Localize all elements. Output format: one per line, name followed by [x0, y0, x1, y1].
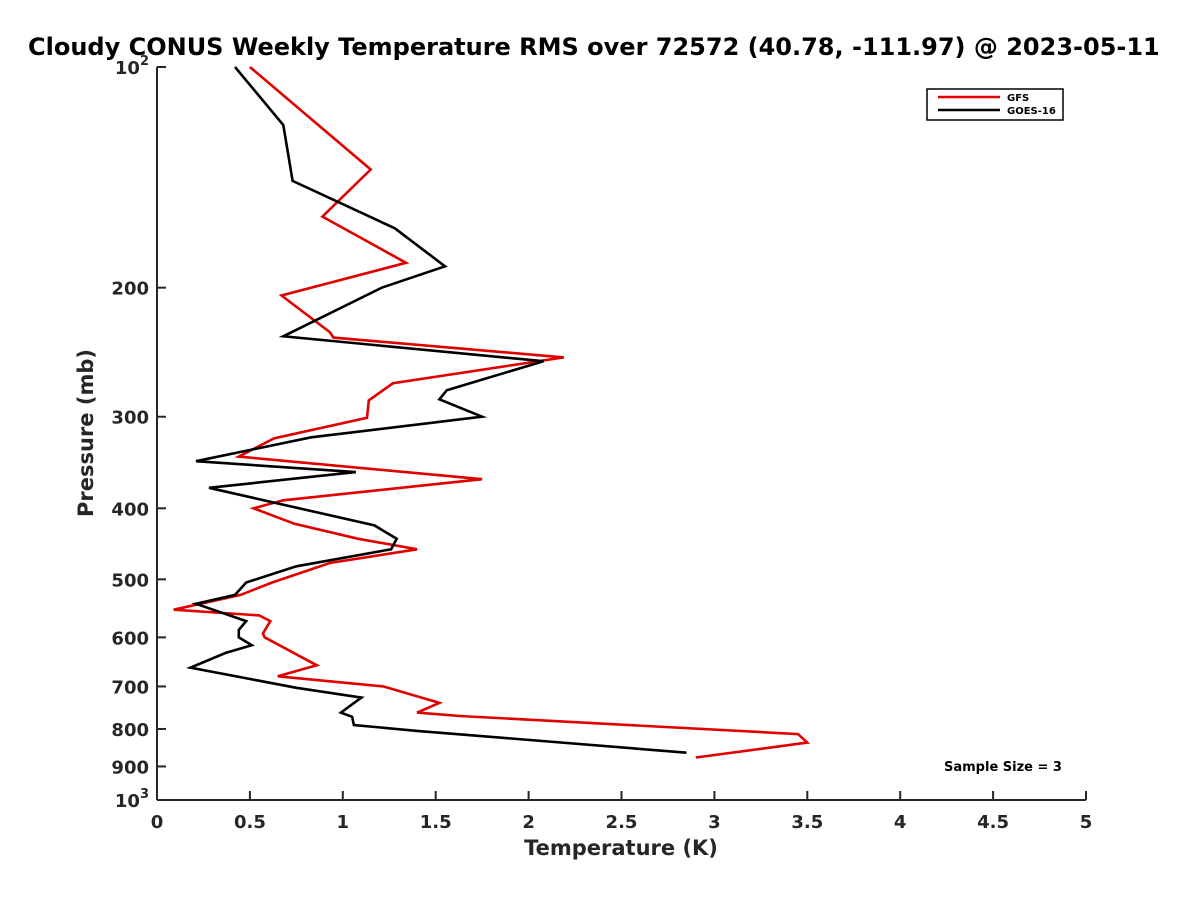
- y-tick-exponent: 3: [140, 787, 149, 802]
- series-line-gfs: [173, 66, 811, 759]
- y-tick-label: 103: [115, 787, 149, 812]
- y-tick-base: 500: [111, 570, 149, 591]
- y-axis-label: Pressure (mb): [74, 349, 98, 517]
- y-tick-label: 500: [111, 570, 149, 591]
- y-tick-base: 800: [111, 720, 149, 741]
- y-tick-base: 10: [115, 791, 140, 812]
- x-tick-label: 0.5: [234, 812, 266, 833]
- x-tick-label: 3.5: [791, 812, 823, 833]
- y-tick-label: 300: [111, 408, 149, 429]
- y-tick-base: 700: [111, 677, 149, 698]
- chart-title: Cloudy CONUS Weekly Temperature RMS over…: [28, 33, 1160, 61]
- x-tick-label: 2.5: [606, 812, 638, 833]
- legend-entry-goes16: GOES-16: [1007, 106, 1056, 117]
- y-tick-base: 200: [111, 279, 149, 300]
- x-tick-label: 5: [1080, 812, 1093, 833]
- y-tick-label: 102: [115, 54, 149, 79]
- legend-box: [926, 88, 1064, 121]
- y-tick-label: 700: [111, 677, 149, 698]
- legend-entry-gfs: GFS: [1007, 93, 1029, 104]
- y-tick-label: 400: [111, 499, 149, 520]
- legend: GFS GOES-16: [926, 88, 1064, 121]
- y-tick-label: 200: [111, 279, 149, 300]
- y-tick-label: 900: [111, 757, 149, 778]
- y-tick-label: 800: [111, 720, 149, 741]
- x-tick-label: 3: [708, 812, 721, 833]
- y-tick-base: 300: [111, 408, 149, 429]
- y-tick-base: 400: [111, 499, 149, 520]
- x-tick-label: 1: [337, 812, 350, 833]
- x-tick-label: 4.5: [977, 812, 1009, 833]
- y-tick-label: 600: [111, 628, 149, 649]
- y-tick-base: 600: [111, 628, 149, 649]
- y-tick-base: 10: [115, 58, 140, 79]
- series-line-goes16: [185, 66, 687, 754]
- x-tick-label: 0: [151, 812, 164, 833]
- y-tick-base: 900: [111, 757, 149, 778]
- sample-size-annotation: Sample Size = 3: [944, 760, 1062, 775]
- x-tick-label: 1.5: [420, 812, 452, 833]
- x-tick-label: 4: [894, 812, 907, 833]
- series-layer: [173, 66, 811, 759]
- x-tick-label: 2: [522, 812, 535, 833]
- y-tick-exponent: 2: [140, 54, 149, 69]
- x-axis-ticks: 0 0.5 1 1.5 2 2.5 3 3.5 4 4.5 5: [151, 791, 1093, 833]
- x-axis-label: Temperature (K): [524, 836, 718, 860]
